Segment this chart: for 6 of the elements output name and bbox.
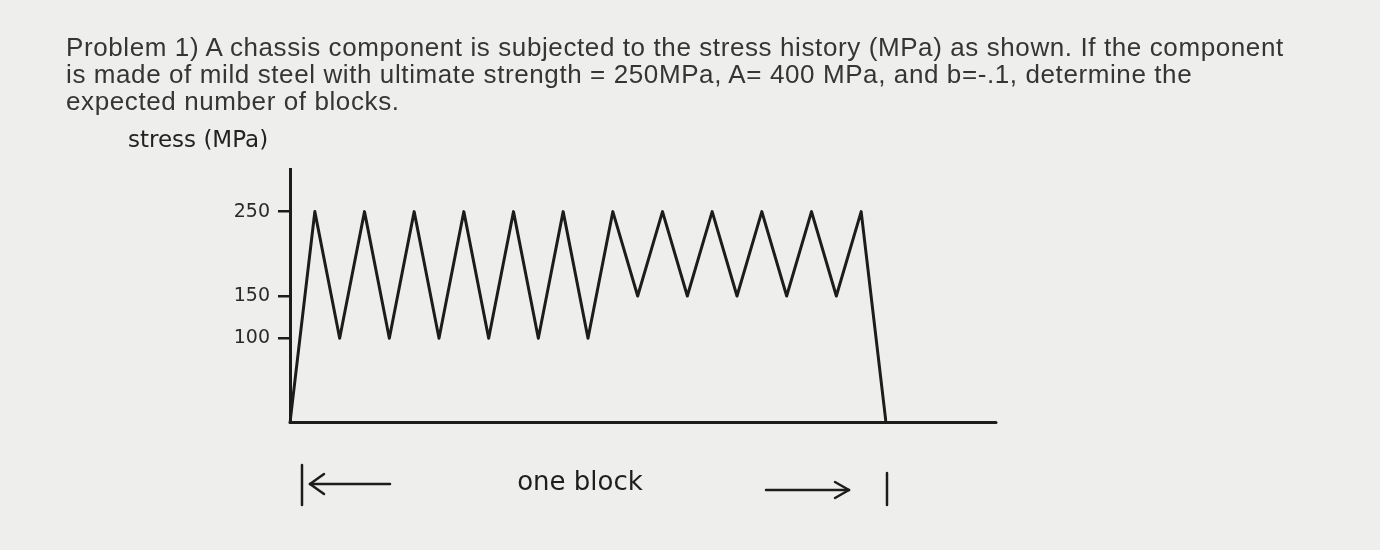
y-tick-label: 100 bbox=[233, 325, 270, 348]
y-tick-label: 150 bbox=[233, 282, 270, 305]
chart-title: Problem 1) A chassis component is subjected to the stress history (MPa) as shown. If the component is made of mild steel with ultimate strength = 250MPa, A= 400 MPa, and b=-.1, determine the expected number of blocks. bbox=[66, 32, 1285, 116]
text: one block bbox=[516, 466, 644, 496]
y-tick-label: 250 bbox=[233, 198, 270, 221]
y-axis-title: stress (MPa) bbox=[128, 126, 269, 152]
